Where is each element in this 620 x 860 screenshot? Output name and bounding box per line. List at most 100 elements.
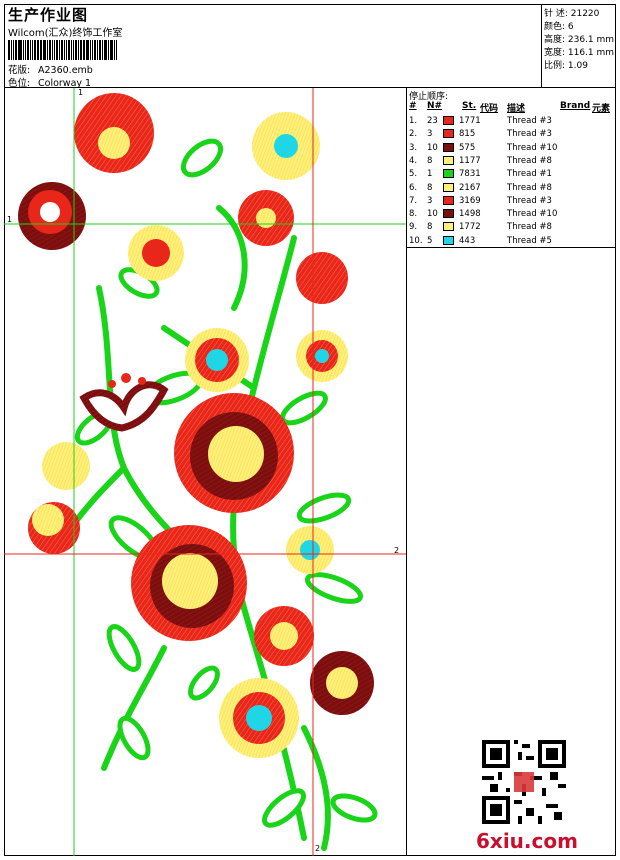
table-row: 8. 10 1498 Thread #10 (407, 208, 616, 221)
col-header-code: 代码 (480, 104, 499, 114)
barcode-bar (49, 40, 51, 60)
color-swatch (443, 129, 454, 139)
col-header-element: 元素 (592, 104, 611, 114)
table-row: 4. 8 1177 Thread #8 (407, 155, 616, 168)
row-stitches: 1771 (459, 116, 481, 126)
table-row: 10. 5 443 Thread #5 (407, 235, 616, 248)
row-index: 1. (409, 116, 418, 126)
barcode-bar (33, 40, 36, 60)
table-row: 7. 3 3169 Thread #3 (407, 195, 616, 208)
row-stitches: 1498 (459, 209, 481, 220)
row-number: 10 (427, 142, 438, 153)
row-stitches: 1177 (459, 155, 481, 166)
colorway-label: 色位: (8, 78, 31, 89)
row-index: 10. (409, 235, 423, 246)
barcode-bar (72, 40, 74, 60)
row-number: 8 (427, 182, 433, 193)
row-number: 10 (427, 209, 438, 220)
color-swatch (443, 116, 454, 125)
barcode-bar (47, 40, 49, 60)
barcode-bar (64, 40, 66, 60)
table-row: 3. 10 575 Thread #10 (407, 142, 616, 155)
barcode-bar (14, 40, 17, 60)
row-index: 6. (409, 182, 418, 193)
row-stitches: 1772 (459, 222, 481, 233)
row-index: 9. (409, 222, 418, 233)
barcode-bar (90, 40, 92, 60)
barcode-bar (55, 40, 58, 60)
row-description: Thread #3 (507, 129, 552, 140)
barcode-bar (31, 40, 33, 60)
row-stitches: 2167 (459, 182, 481, 193)
barcode-bar (60, 40, 64, 60)
row-number: 8 (427, 222, 433, 233)
row-stitches: 3169 (459, 195, 481, 206)
barcode-bar (110, 40, 114, 60)
barcode-bar (41, 40, 43, 60)
pattern-field: 花版: A2360.emb (8, 62, 93, 76)
colorway-field: 色位: Colorway 1 (8, 75, 91, 89)
row-description: Thread #8 (507, 222, 552, 233)
barcode-bar (98, 40, 101, 60)
row-description: Thread #10 (507, 142, 558, 153)
stat-width: 宽度: 116.1 mm (544, 48, 615, 58)
table-row: 1. 23 1771 Thread #3 (407, 115, 616, 128)
row-description: Thread #1 (507, 169, 552, 180)
flower-left-maroon (18, 182, 86, 250)
flower-yellow-top (252, 112, 320, 180)
table-row: 6. 8 2167 Thread #8 (407, 182, 616, 195)
barcode-bar (94, 40, 96, 60)
flower-tulip (79, 373, 169, 432)
barcode-bar (66, 40, 68, 60)
row-number: 5 (427, 235, 433, 246)
barcode-bar (103, 40, 105, 60)
flower-cyan-2 (296, 330, 348, 382)
pattern-value: A2360.emb (38, 65, 93, 76)
col-header-index: # (409, 101, 417, 111)
stat-colors: 颜色: 6 (544, 22, 574, 32)
barcode-bar (58, 40, 60, 60)
barcode-bar (8, 40, 10, 60)
row-index: 4. (409, 155, 418, 166)
page-title: 生产作业图 (8, 6, 89, 24)
barcode-bar (27, 40, 29, 60)
barcode-bar (71, 40, 72, 60)
row-number: 1 (427, 169, 433, 180)
flower-red-right-2 (296, 252, 348, 304)
barcode-bar (79, 40, 82, 60)
stop-sequence-title: 停止顺序: (409, 92, 449, 102)
watermark-logo: 6xiu.com (476, 829, 578, 853)
axis-x-start: 1 (78, 88, 84, 97)
barcode-bar (12, 40, 14, 60)
row-stitches: 443 (459, 235, 476, 246)
barcode-bar (39, 40, 41, 60)
row-number: 3 (427, 129, 433, 140)
flower-yellow-red-1 (128, 225, 184, 281)
barcode-bar (23, 40, 25, 60)
col-header-number: N# (427, 101, 443, 111)
row-description: Thread #10 (507, 209, 558, 220)
qr-code (482, 740, 566, 824)
barcode-bar (17, 40, 19, 60)
barcode-bar (68, 40, 71, 60)
flower-large-center (174, 393, 294, 513)
row-index: 7. (409, 195, 418, 206)
color-swatch (443, 155, 454, 165)
flower-cyan-1 (185, 328, 249, 392)
pattern-label: 花版: (8, 65, 31, 76)
color-swatch (443, 209, 454, 219)
colorway-value: Colorway 1 (38, 78, 92, 89)
row-number: 8 (427, 155, 433, 166)
barcode-bar (108, 40, 110, 60)
barcode-bar (25, 40, 27, 60)
axis-x-end: 2 (315, 844, 321, 853)
barcode-bar (51, 40, 53, 60)
row-description: Thread #5 (507, 235, 552, 246)
header-info: 生产作业图 Wilcom(汇众)终饰工作室 花版: A2360.emb 色位: Co… (4, 4, 542, 89)
stat-ratio: 比例: 1.09 (544, 61, 588, 71)
stats-box: 针 述: 21220 颜色: 6 高度: 236.1 mm 宽度: 116.1 … (542, 4, 616, 88)
document-frame (4, 4, 616, 856)
color-swatch (443, 235, 454, 245)
barcode-bar (10, 40, 12, 60)
color-swatch (443, 169, 454, 179)
